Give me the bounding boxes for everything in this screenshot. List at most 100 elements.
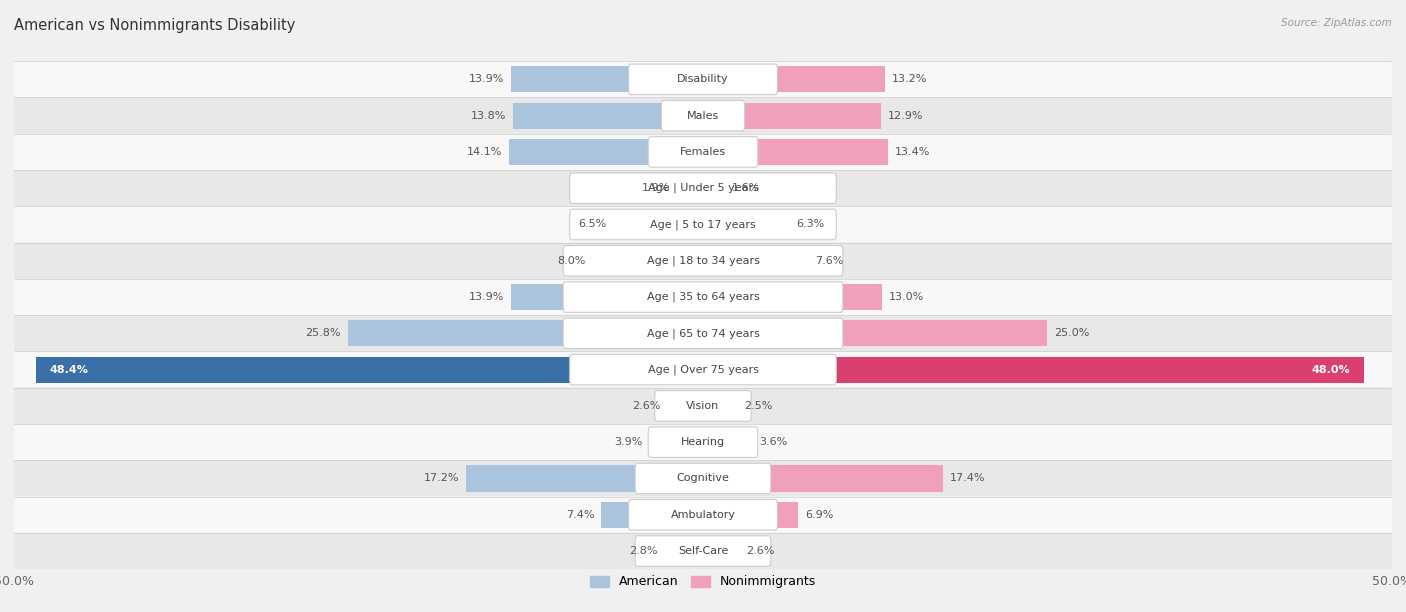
Bar [703,502,799,528]
Text: 13.2%: 13.2% [891,74,927,84]
Text: Males: Males [688,111,718,121]
FancyBboxPatch shape [569,173,837,203]
Bar [613,211,703,237]
Bar [703,320,1047,346]
Text: Vision: Vision [686,401,720,411]
Bar [668,393,703,419]
FancyBboxPatch shape [569,354,837,385]
FancyBboxPatch shape [636,463,770,494]
Text: 13.9%: 13.9% [470,292,505,302]
Text: 17.2%: 17.2% [423,474,460,483]
Bar [703,393,738,419]
Text: Age | 35 to 64 years: Age | 35 to 64 years [647,292,759,302]
Text: 2.5%: 2.5% [744,401,773,411]
FancyBboxPatch shape [661,100,745,131]
Bar [703,538,738,564]
Text: 2.8%: 2.8% [628,546,658,556]
Text: 8.0%: 8.0% [558,256,586,266]
FancyBboxPatch shape [14,315,1392,351]
Bar [600,502,703,528]
Bar [703,103,880,129]
FancyBboxPatch shape [14,206,1392,242]
Text: 6.5%: 6.5% [578,220,606,230]
Bar [703,175,725,201]
Text: 48.0%: 48.0% [1312,365,1351,375]
FancyBboxPatch shape [14,279,1392,315]
FancyBboxPatch shape [14,460,1392,496]
FancyBboxPatch shape [564,318,842,349]
Bar [703,429,752,455]
FancyBboxPatch shape [14,97,1392,134]
Text: 1.6%: 1.6% [733,183,761,193]
Bar [37,357,703,382]
Text: 13.0%: 13.0% [889,292,924,302]
Text: 7.6%: 7.6% [814,256,844,266]
Text: Age | 65 to 74 years: Age | 65 to 74 years [647,328,759,338]
Bar [665,538,703,564]
Bar [703,357,1364,382]
FancyBboxPatch shape [628,499,778,530]
Legend: American, Nonimmigrants: American, Nonimmigrants [585,570,821,594]
Bar [703,465,943,491]
Text: Age | Under 5 years: Age | Under 5 years [648,183,758,193]
Text: 2.6%: 2.6% [745,546,775,556]
Text: American vs Nonimmigrants Disability: American vs Nonimmigrants Disability [14,18,295,34]
Bar [650,429,703,455]
Text: Disability: Disability [678,74,728,84]
Text: 48.4%: 48.4% [49,365,89,375]
Text: 25.8%: 25.8% [305,328,340,338]
Text: 14.1%: 14.1% [467,147,502,157]
Text: 13.4%: 13.4% [894,147,929,157]
FancyBboxPatch shape [564,245,842,276]
FancyBboxPatch shape [14,242,1392,279]
FancyBboxPatch shape [14,496,1392,533]
Bar [703,139,887,165]
FancyBboxPatch shape [569,209,837,240]
FancyBboxPatch shape [564,282,842,312]
Bar [703,66,884,92]
Bar [703,211,790,237]
FancyBboxPatch shape [628,64,778,95]
Text: 6.3%: 6.3% [797,220,825,230]
Text: 6.9%: 6.9% [806,510,834,520]
Text: Self-Care: Self-Care [678,546,728,556]
Text: 13.8%: 13.8% [471,111,506,121]
Bar [676,175,703,201]
FancyBboxPatch shape [636,536,770,566]
Text: 17.4%: 17.4% [949,474,986,483]
Bar [347,320,703,346]
Bar [512,66,703,92]
FancyBboxPatch shape [14,424,1392,460]
Text: 25.0%: 25.0% [1054,328,1090,338]
Text: Cognitive: Cognitive [676,474,730,483]
Text: Age | 18 to 34 years: Age | 18 to 34 years [647,255,759,266]
Bar [465,465,703,491]
FancyBboxPatch shape [14,351,1392,388]
Bar [512,284,703,310]
Text: 1.9%: 1.9% [641,183,669,193]
Text: Ambulatory: Ambulatory [671,510,735,520]
FancyBboxPatch shape [655,390,751,421]
FancyBboxPatch shape [14,533,1392,569]
Text: Age | Over 75 years: Age | Over 75 years [648,364,758,375]
Bar [593,248,703,274]
Text: 7.4%: 7.4% [565,510,595,520]
Text: Age | 5 to 17 years: Age | 5 to 17 years [650,219,756,230]
FancyBboxPatch shape [14,170,1392,206]
Text: Females: Females [681,147,725,157]
Text: 12.9%: 12.9% [887,111,924,121]
Text: Hearing: Hearing [681,437,725,447]
FancyBboxPatch shape [14,134,1392,170]
Bar [703,248,807,274]
FancyBboxPatch shape [14,388,1392,424]
Text: 3.6%: 3.6% [759,437,787,447]
Text: 13.9%: 13.9% [470,74,505,84]
Bar [509,139,703,165]
Text: 3.9%: 3.9% [614,437,643,447]
Text: Source: ZipAtlas.com: Source: ZipAtlas.com [1281,18,1392,28]
Bar [703,284,882,310]
Bar [513,103,703,129]
FancyBboxPatch shape [14,61,1392,97]
Text: 2.6%: 2.6% [631,401,661,411]
FancyBboxPatch shape [648,427,758,457]
